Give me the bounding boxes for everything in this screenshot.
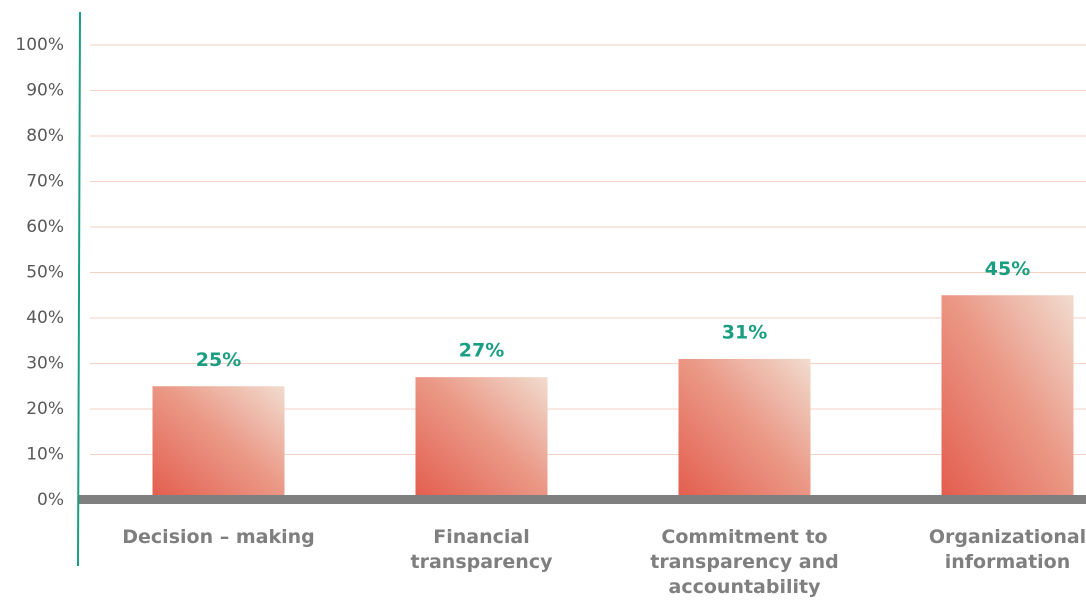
- y-tick-label: 20%: [26, 399, 64, 419]
- x-tick-label: Commitment to transparency and accountab…: [650, 526, 839, 598]
- y-axis-line: [77, 11, 81, 567]
- x-tick-label: Organizational information: [928, 526, 1086, 573]
- value-label: 25%: [196, 349, 241, 371]
- y-tick-label: 40%: [26, 308, 64, 328]
- y-tick-label: 50%: [26, 263, 64, 283]
- bar: [941, 295, 1074, 500]
- y-tick-label: 80%: [26, 126, 64, 146]
- y-tick-label: 100%: [15, 35, 64, 55]
- x-tick-label: Decision – making: [122, 526, 315, 548]
- y-tick-label: 70%: [26, 172, 64, 192]
- value-label: 45%: [985, 258, 1030, 280]
- y-tick-label: 30%: [26, 354, 64, 374]
- value-label: 27%: [459, 340, 504, 362]
- x-tick-label: Financial transparency: [410, 526, 553, 573]
- y-tick-label: 0%: [37, 490, 64, 510]
- value-label: 31%: [722, 321, 767, 343]
- bar: [415, 377, 548, 500]
- y-tick-label: 10%: [26, 445, 64, 465]
- y-tick-label: 90%: [26, 81, 64, 101]
- bar: [152, 386, 285, 500]
- baseline: [78, 495, 1086, 504]
- y-tick-label: 60%: [26, 217, 64, 237]
- bar: [678, 358, 811, 500]
